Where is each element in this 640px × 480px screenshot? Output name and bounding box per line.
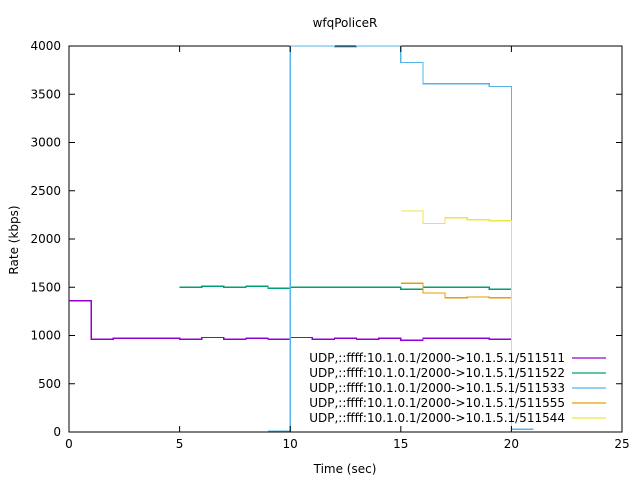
legend-label-2: UDP,::ffff:10.1.0.1/2000->10.1.5.1/51152… xyxy=(309,366,565,380)
x-axis-label: Time (sec) xyxy=(313,462,377,476)
series-line-2 xyxy=(179,285,513,432)
x-tick-label: 0 xyxy=(65,437,73,451)
plot-ticks: 0 5 10 15 20 25 0 500 1000 1500 2000 2500 3000 3500 40… xyxy=(30,39,629,451)
y-tick-label: 500 xyxy=(38,377,61,391)
x-tick-label: 25 xyxy=(614,437,629,451)
x-tick-label: 15 xyxy=(393,437,408,451)
y-tick-label: 4000 xyxy=(30,39,61,53)
legend-label-3: UDP,::ffff:10.1.0.1/2000->10.1.5.1/51153… xyxy=(309,381,565,395)
x-tick-label: 20 xyxy=(504,437,519,451)
legend-label-4: UDP,::ffff:10.1.0.1/2000->10.1.5.1/51155… xyxy=(309,396,565,410)
x-tick-label: 5 xyxy=(176,437,184,451)
y-tick-label: 1000 xyxy=(30,329,61,343)
y-tick-label: 3000 xyxy=(30,136,61,150)
y-tick-label: 2500 xyxy=(30,184,61,198)
plot-series xyxy=(69,45,534,432)
y-tick-label: 3500 xyxy=(30,87,61,101)
series-line-3 xyxy=(268,45,534,432)
legend: UDP,::ffff:10.1.0.1/2000->10.1.5.1/51151… xyxy=(309,351,606,425)
y-tick-label: 2000 xyxy=(30,232,61,246)
y-tick-label: 1500 xyxy=(30,280,61,294)
series-line-4 xyxy=(400,282,513,432)
y-axis-label: Rate (kbps) xyxy=(7,205,21,274)
series-line-5 xyxy=(400,210,513,432)
legend-label-5: UDP,::ffff:10.1.0.1/2000->10.1.5.1/51154… xyxy=(309,411,565,425)
chart-title: wfqPoliceR xyxy=(313,16,378,30)
x-tick-label: 10 xyxy=(283,437,298,451)
legend-label-1: UDP,::ffff:10.1.0.1/2000->10.1.5.1/51151… xyxy=(309,351,565,365)
y-tick-label: 0 xyxy=(53,425,61,439)
